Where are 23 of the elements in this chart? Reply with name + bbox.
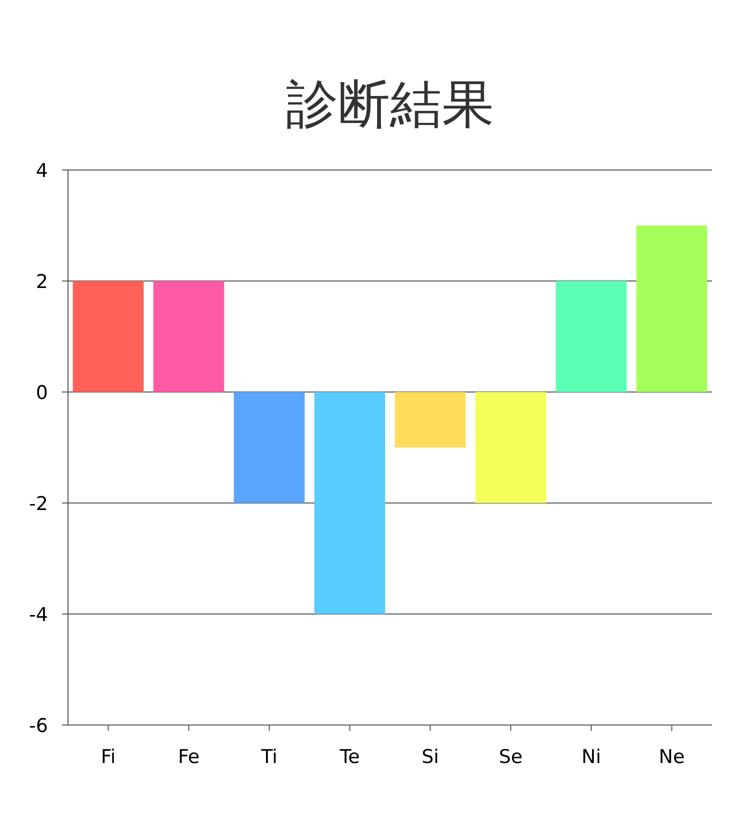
x-tick-label: Ne	[658, 746, 685, 768]
x-tick-label: Ti	[260, 746, 278, 768]
x-tick-label: Si	[422, 746, 439, 768]
y-tick-label: 4	[36, 160, 48, 182]
y-tick-label: -2	[29, 493, 48, 515]
bar	[556, 281, 627, 392]
y-tick-label: -6	[29, 715, 48, 737]
y-tick-label: -4	[29, 604, 48, 626]
x-tick-label: Se	[498, 746, 523, 768]
bar	[234, 392, 305, 503]
x-tick-label: Ni	[582, 746, 601, 768]
y-tick-label: 2	[36, 271, 48, 293]
chart-title: 診断結果	[286, 76, 494, 134]
bar	[153, 281, 224, 392]
bar	[314, 392, 386, 614]
x-tick-label: Te	[338, 746, 360, 768]
bar	[394, 392, 466, 448]
bar	[475, 392, 546, 503]
bar	[72, 281, 144, 392]
bar	[636, 226, 708, 392]
y-tick-label: 0	[36, 382, 48, 404]
x-tick-label: Fi	[100, 746, 116, 768]
x-tick-label: Fe	[178, 746, 200, 768]
